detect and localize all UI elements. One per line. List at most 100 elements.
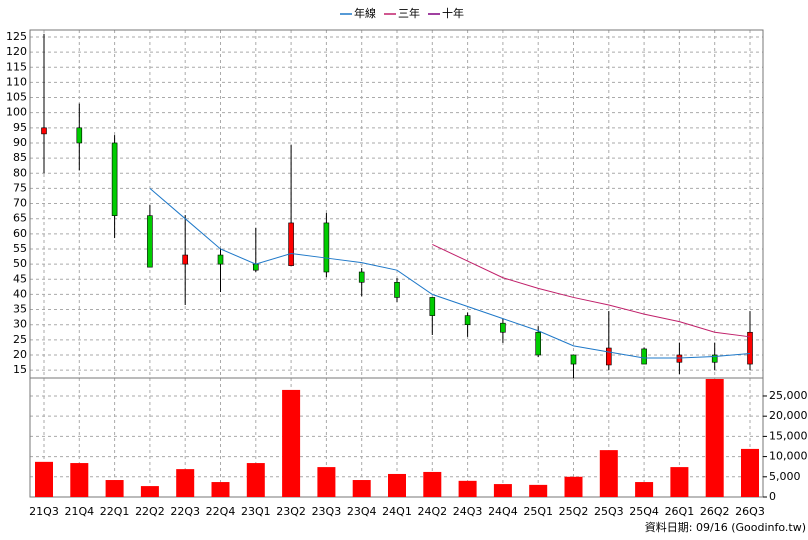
y-tick-label: 40 [13,287,27,300]
x-tick-label: 21Q3 [29,505,59,518]
candle-body [747,331,753,365]
volume-bar [458,480,477,497]
volume-bar [35,461,53,497]
candle-body [570,354,577,365]
volume-bar [423,471,442,497]
y-tick-label: 85 [13,151,27,164]
volume-bar [493,484,512,497]
candle-body [76,127,83,144]
candle-body [253,263,259,271]
x-tick-label: 21Q4 [64,505,94,518]
candle-body [464,315,471,325]
y-tick-label: 90 [13,136,27,149]
y-tick-label: 80 [13,166,27,179]
y-tick-label: 15 [13,363,27,376]
candle-body [217,254,224,265]
volume-bar [105,480,124,497]
y2-tick-label: 5,000 [769,470,801,483]
y-tick-label: 70 [13,197,27,210]
y-tick-label: 20 [13,348,27,361]
y2-tick-label: 25,000 [769,389,808,402]
y-tick-label: 65 [13,212,27,225]
legend-label: 十年 [442,6,464,20]
x-tick-label: 25Q1 [523,505,553,518]
y-tick-label: 35 [13,303,27,316]
candle-body [323,222,330,273]
x-tick-label: 23Q2 [276,505,306,518]
volume-bar [176,469,195,497]
candle-body [535,331,542,356]
volume-bar [352,480,371,497]
y2-tick-label: 15,000 [769,429,808,442]
volume-bar [70,463,89,497]
volume-bar [705,379,724,497]
x-tick-label: 26Q1 [665,505,695,518]
volume-bar [388,473,406,497]
y-tick-label: 55 [13,242,27,255]
volume-bar [246,463,265,497]
candle-body [605,347,612,366]
volume-bar [670,467,689,497]
legend-label: 年線 [354,6,376,20]
volume-bar [599,450,618,497]
candle-body [711,354,718,363]
x-tick-label: 24Q3 [453,505,483,518]
y-tick-label: 110 [6,75,27,88]
y2-tick-label: 10,000 [769,450,808,463]
ma-line [149,188,751,359]
candle-body [429,297,436,316]
x-tick-label: 25Q2 [559,505,589,518]
y-tick-label: 25 [13,333,27,346]
y-tick-label: 30 [13,318,27,331]
candle-body [147,215,153,268]
candle-body [676,354,683,363]
y-tick-label: 60 [13,227,27,240]
volume-bar [564,476,583,497]
footer: 資料日期: 09/16 (Goodinfo.tw) [645,520,806,534]
x-tick-label: 23Q3 [312,505,342,518]
volume-bar [529,484,548,497]
candle-body [500,322,506,333]
candle-body [358,271,365,283]
y-tick-label: 45 [13,272,27,285]
volume-bar [317,467,336,497]
candle-body [394,281,400,298]
candle-body [288,222,294,266]
x-tick-label: 24Q4 [488,505,518,518]
volume-bar [635,482,654,497]
candle-body [641,348,647,365]
y2-tick-label: 0 [769,490,776,503]
x-tick-label: 26Q2 [700,505,730,518]
y-tick-label: 95 [13,121,27,134]
candle-body [182,254,188,265]
volume-bar [282,389,301,497]
y2-tick-label: 20,000 [769,409,808,422]
x-tick-label: 22Q2 [135,505,165,518]
volume-bar [140,486,159,497]
y-tick-label: 120 [6,45,27,58]
volume-bar [211,482,230,497]
y-tick-label: 50 [13,257,27,270]
y-tick-label: 100 [6,106,27,119]
candle-body [41,127,47,135]
candle-body [111,142,118,216]
legend-label: 三年 [398,6,420,20]
y-tick-label: 75 [13,181,27,194]
y-tick-label: 125 [6,30,27,43]
x-tick-label: 23Q1 [241,505,271,518]
x-tick-label: 24Q1 [382,505,412,518]
x-tick-label: 26Q3 [735,505,765,518]
x-tick-label: 22Q3 [170,505,200,518]
y-tick-label: 115 [6,60,27,73]
volume-bar [741,448,759,497]
ma-line [432,243,751,338]
x-tick-label: 24Q2 [417,505,447,518]
x-tick-label: 25Q4 [629,505,659,518]
y-tick-label: 105 [6,91,27,104]
x-tick-label: 23Q4 [347,505,377,518]
x-tick-label: 22Q1 [100,505,130,518]
x-tick-label: 25Q3 [594,505,624,518]
x-tick-label: 22Q4 [206,505,236,518]
